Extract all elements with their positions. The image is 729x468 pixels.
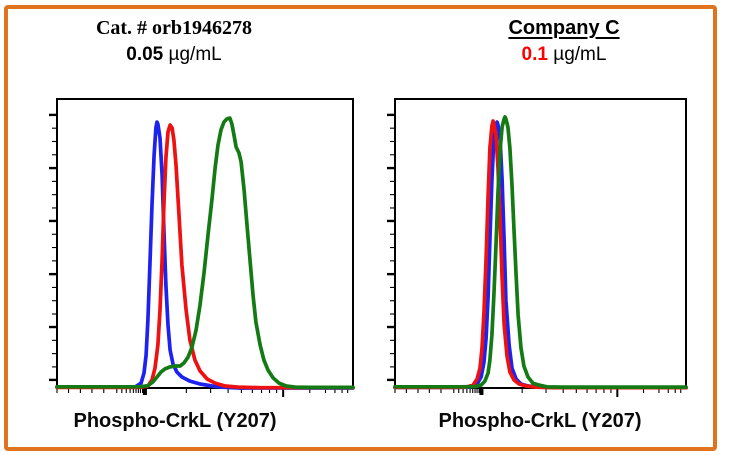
right-concentration-unit: µg/mL xyxy=(547,44,607,65)
right-x-axis-label: Phospho-CrkL (Y207) xyxy=(438,410,642,432)
histogram-curve-green-stimulated xyxy=(393,115,688,389)
left-histogram-plot xyxy=(49,98,355,397)
figure-orange-border xyxy=(4,5,717,451)
right-concentration-line: 0.1 µg/mL xyxy=(427,43,701,67)
left-x-axis-label: Phospho-CrkL (Y207) xyxy=(73,410,277,432)
left-concentration-line: 0.05 µg/mL xyxy=(37,43,311,67)
plot-frame xyxy=(394,98,687,389)
histogram-curve-red-basal xyxy=(55,123,355,390)
right-panel-title: Company C 0.1 µg/mL xyxy=(427,16,701,67)
histogram-curve-blue-control xyxy=(55,120,355,390)
catalog-number-title: Cat. # orb1946278 xyxy=(95,17,253,39)
left-concentration-unit: µg/mL xyxy=(163,44,222,65)
left-panel-title: Cat. # orb1946278 0.05 µg/mL xyxy=(37,16,311,67)
histogram-curve-red-basal xyxy=(393,119,688,390)
left-concentration-value: 0.05 xyxy=(126,44,164,65)
company-c-title: Company C xyxy=(508,17,620,39)
histogram-curve-blue-control xyxy=(393,120,688,390)
plot-frame xyxy=(56,98,354,389)
histogram-curve-green-stimulated xyxy=(55,116,355,390)
right-concentration-value: 0.1 xyxy=(521,44,548,65)
right-histogram-plot xyxy=(387,98,688,397)
